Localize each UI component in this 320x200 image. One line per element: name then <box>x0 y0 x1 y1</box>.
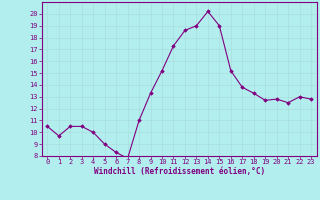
X-axis label: Windchill (Refroidissement éolien,°C): Windchill (Refroidissement éolien,°C) <box>94 167 265 176</box>
